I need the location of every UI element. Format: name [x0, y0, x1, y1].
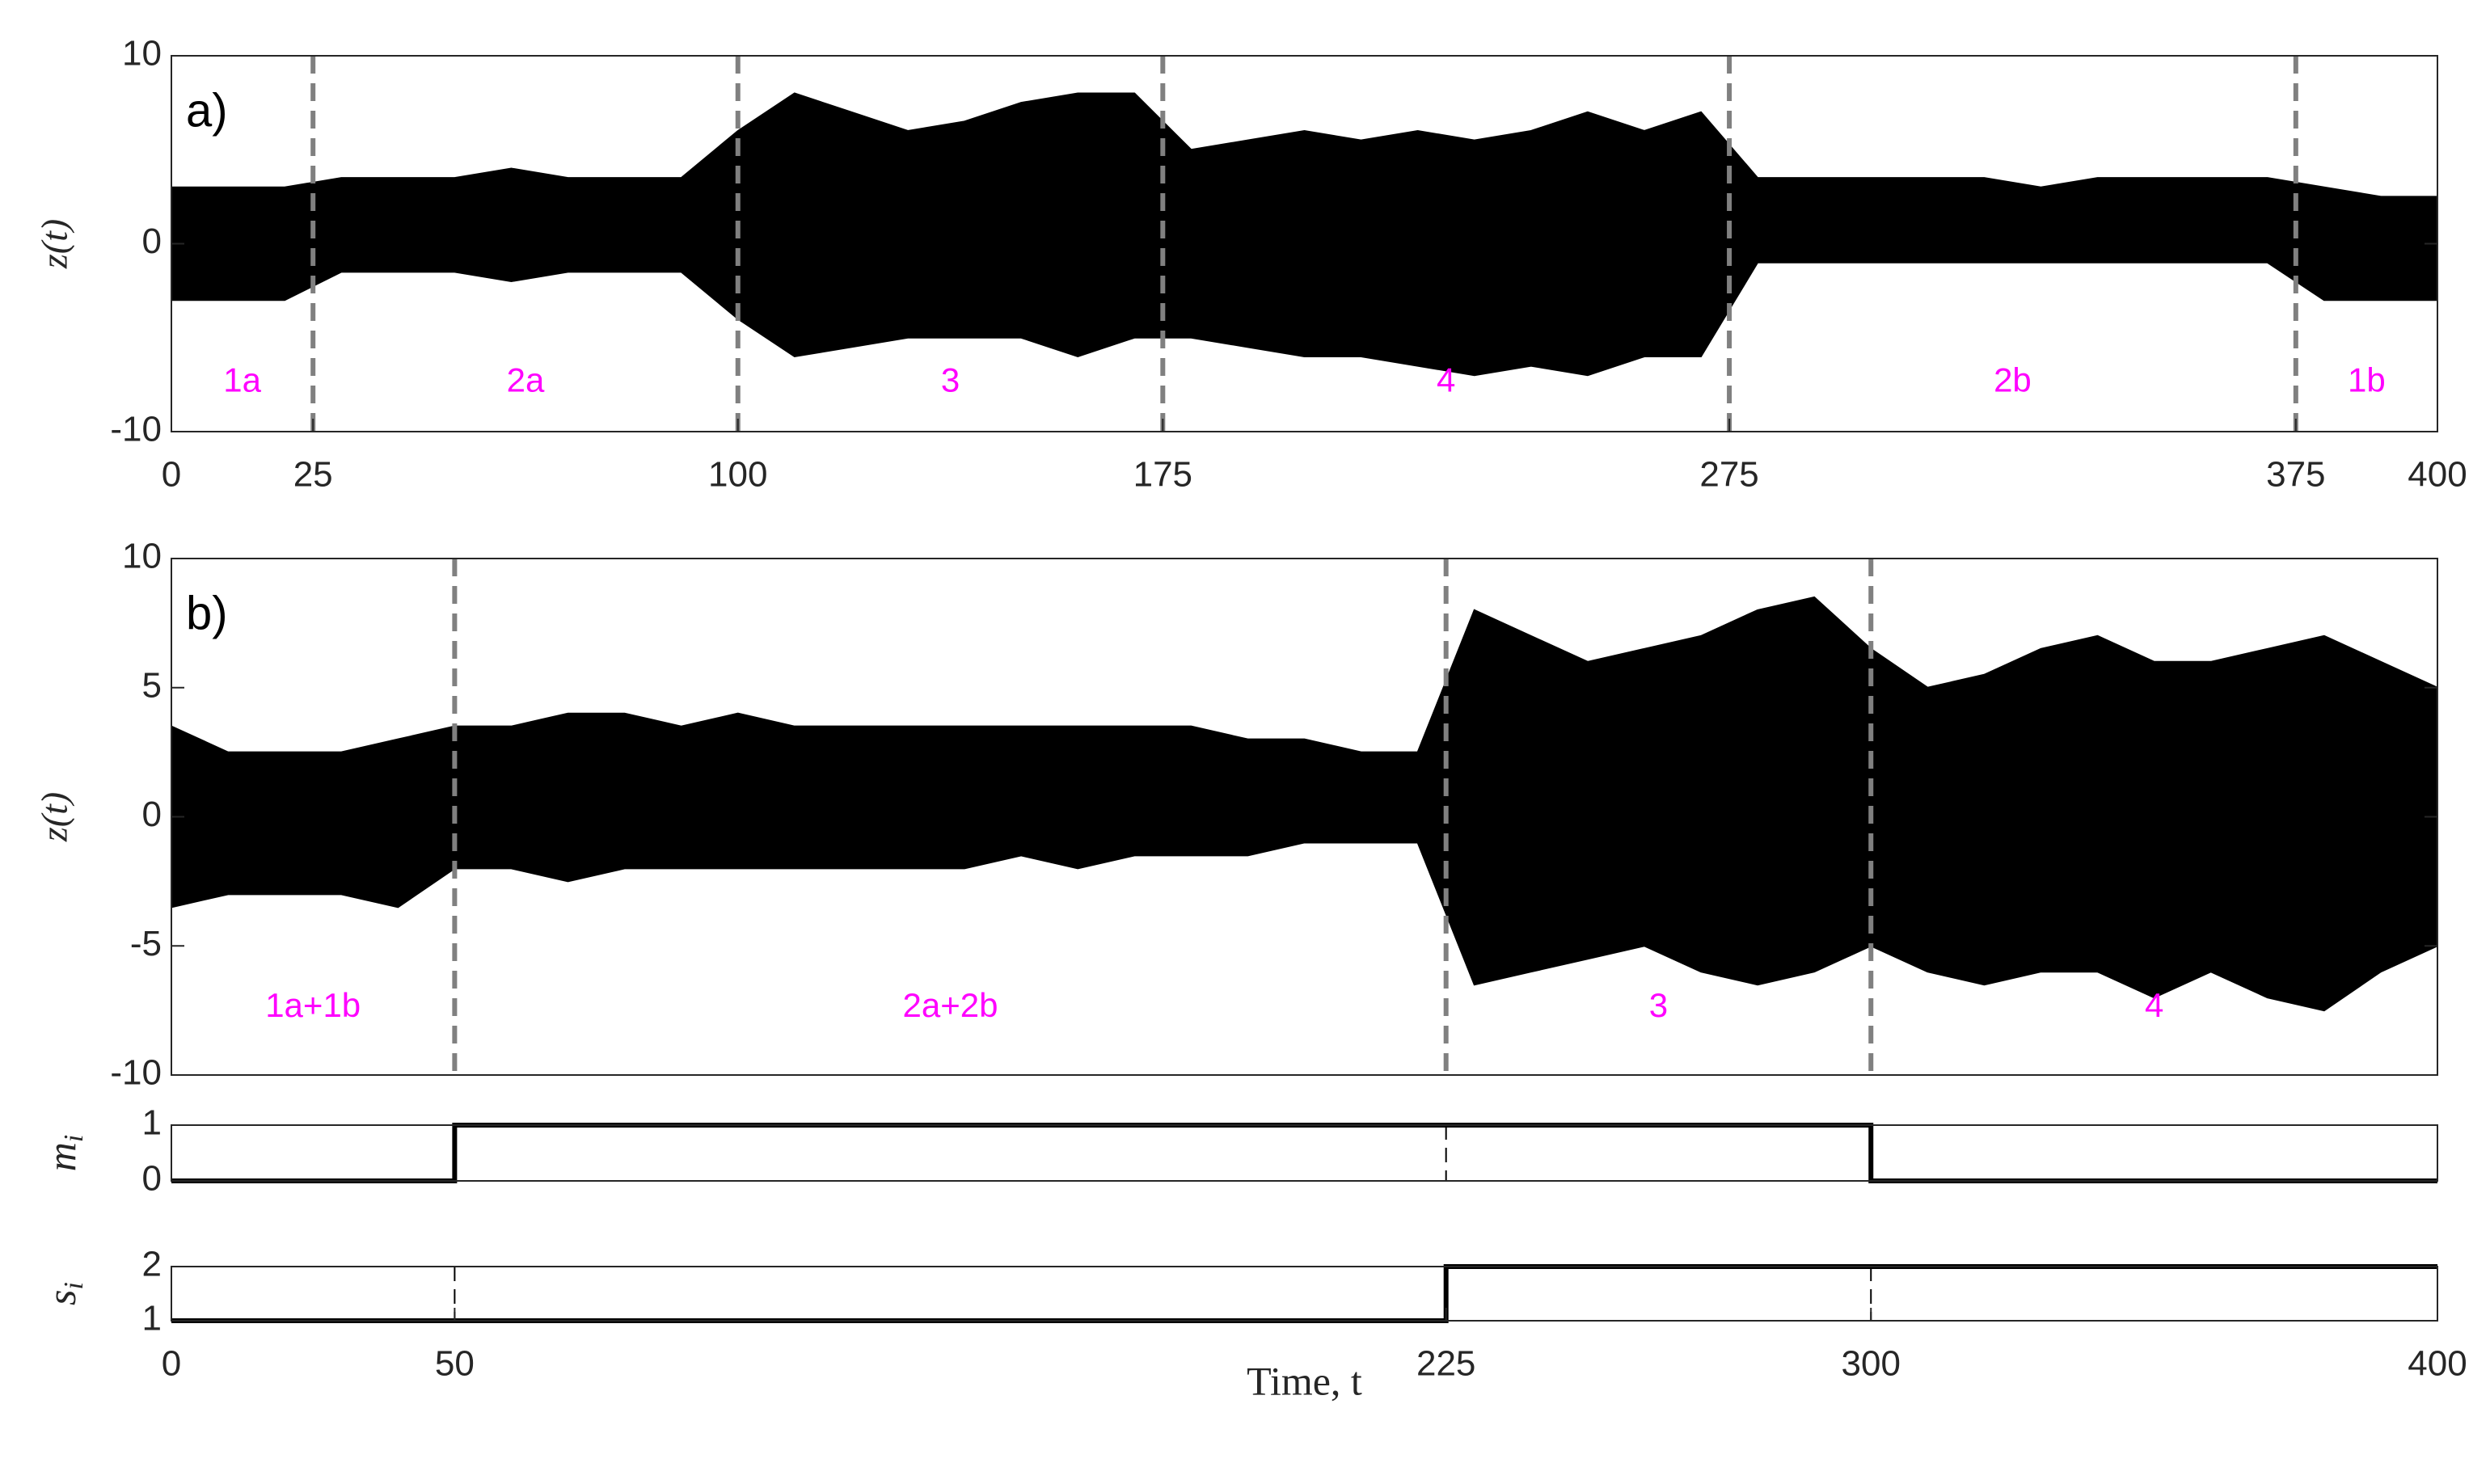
region-label: 3: [1649, 986, 1668, 1024]
region-label: 2b: [1994, 361, 2032, 399]
y-axis-label: z(t): [34, 792, 75, 842]
panel-tag: b): [186, 587, 228, 639]
region-label: 1a+1b: [265, 986, 361, 1024]
x-tick-label: 100: [708, 455, 767, 495]
x-tick-label: 50: [435, 1344, 475, 1384]
x-tick-label: 0: [162, 1344, 181, 1384]
x-tick-label: 225: [1416, 1344, 1475, 1384]
y-tick-label: 1: [142, 1299, 162, 1339]
region-label: 2a+2b: [903, 986, 998, 1024]
plot-frame: [171, 1124, 2438, 1182]
y-axis-label: z(t): [34, 219, 75, 269]
x-tick-label: 375: [2266, 455, 2325, 495]
y-tick-label: 0: [142, 221, 162, 261]
x-axis-label: Time, t: [1247, 1358, 1362, 1403]
y-tick-label: 2: [142, 1245, 162, 1284]
y-tick-label: 10: [122, 34, 162, 74]
step-line: [171, 1123, 2437, 1183]
panel-tag: a): [186, 84, 228, 137]
y-tick-label: 10: [122, 537, 162, 576]
x-tick-label: 275: [1699, 455, 1758, 495]
panel: 0 1 mi: [39, 1103, 2438, 1199]
region-label: 4: [2145, 986, 2163, 1024]
x-tick-label: 400: [2408, 455, 2467, 495]
panel: 1a+1b 2a+2b 3 4 -10 -5 0 5 10 z(t) b): [34, 537, 2438, 1093]
x-tick-label: 25: [293, 455, 333, 495]
region-label: 1a: [223, 361, 261, 399]
step-line: [171, 1264, 2437, 1323]
signal-band: [171, 92, 2438, 377]
panel: 1 2 0 50 225 300 400 si Time, t: [39, 1245, 2467, 1404]
y-tick-label: 5: [142, 665, 162, 705]
y-label-main: s: [39, 1289, 84, 1305]
y-label-sub: i: [59, 1282, 89, 1289]
x-tick-label: 175: [1133, 455, 1192, 495]
region-label: 1b: [2348, 361, 2386, 399]
x-tick-label: 0: [162, 455, 181, 495]
y-tick-label: 0: [142, 795, 162, 834]
region-label: 3: [941, 361, 960, 399]
region-label: 2a: [507, 361, 545, 399]
y-axis-label: mi: [39, 1135, 88, 1172]
region-label: 4: [1437, 361, 1455, 399]
y-tick-label: 1: [142, 1103, 162, 1143]
plot-frame: [171, 1266, 2438, 1322]
x-tick-label: 400: [2408, 1344, 2467, 1384]
y-tick-label: -5: [130, 924, 162, 963]
y-tick-label: -10: [110, 410, 162, 449]
y-tick-label: -10: [110, 1053, 162, 1093]
x-tick-label: 300: [1842, 1344, 1901, 1384]
y-tick-label: 0: [142, 1159, 162, 1199]
y-label-sub: i: [59, 1135, 89, 1142]
signal-band: [171, 596, 2438, 1012]
y-label-main: m: [39, 1142, 84, 1171]
y-axis-label: si: [39, 1282, 88, 1305]
